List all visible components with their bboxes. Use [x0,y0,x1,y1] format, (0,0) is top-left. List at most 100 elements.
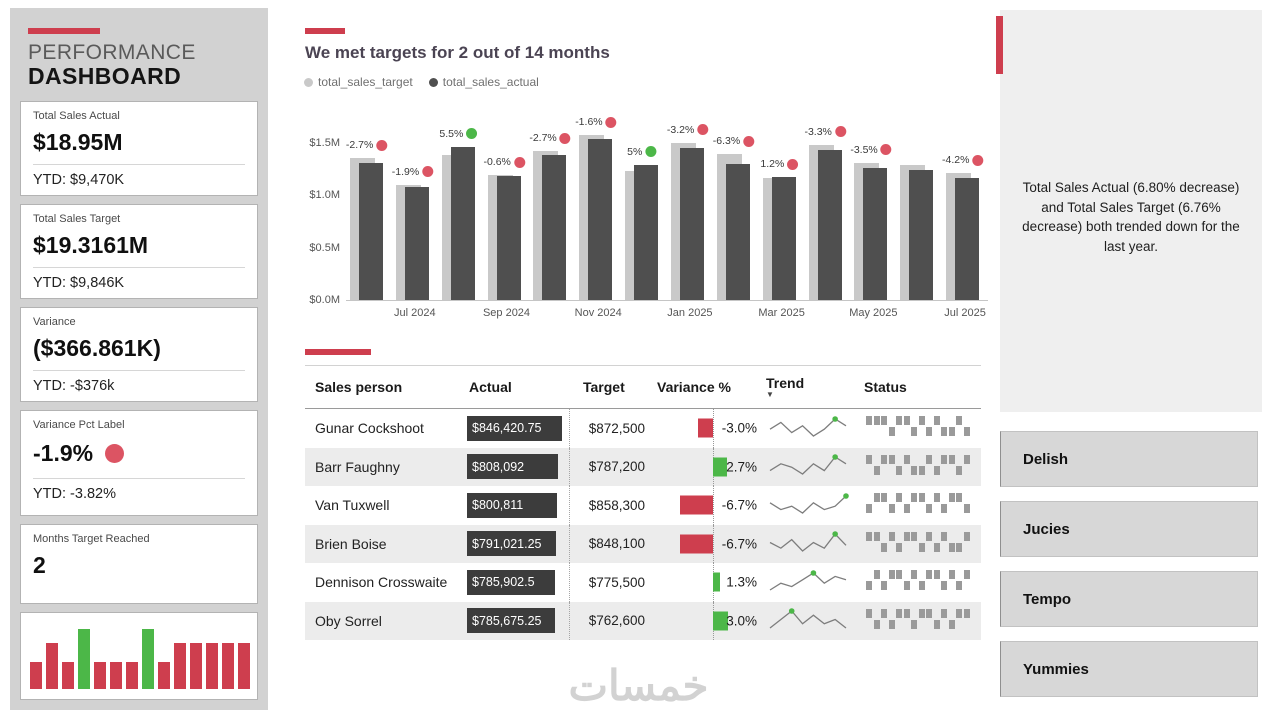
status-square [881,493,887,503]
status-square [926,531,932,541]
status-square [896,608,902,618]
table-row[interactable]: Dennison Crosswaite $785,902.5 $775,500 1.3… [305,563,981,602]
salesperson-name: Dennison Crosswaite [315,574,448,591]
table-row[interactable]: Brien Boise $791,021.25 $848,100 -6.7% [305,524,981,563]
y-axis-label: $1.0M [309,189,340,202]
slicer-button-delish[interactable]: Delish [1000,431,1258,487]
chart-bar-pair[interactable]: -6.3% [713,127,759,300]
y-axis-label: $0.0M [309,294,340,306]
trend-line [769,492,849,514]
status-square [926,427,932,437]
kpi-card-variance: Variance ($366.861K) YTD: -$376k [20,307,258,403]
kpi-label: Variance Pct Label [33,419,125,432]
table-row[interactable]: Barr Faughny $808,092 $787,200 2.7% [305,447,981,486]
actual-data-bar: $846,420.75 [467,415,563,441]
chart-bar-pair[interactable]: -4.2% [942,127,988,300]
x-axis-label: Jan 2025 [667,307,713,319]
variance-bar-negative [679,495,713,515]
chart-bar-pair[interactable]: 5.5% [438,127,484,300]
status-square [963,608,970,618]
legend-item-target: total_sales_target [304,75,413,89]
status-square [918,608,925,618]
actual-data-bar: $791,021.25 [467,531,556,557]
kpi-value: $18.95M [33,129,123,156]
actual-bar [634,164,659,300]
month-bar-missed [206,642,218,690]
header-target[interactable]: Target [583,379,625,395]
status-square [926,570,932,580]
status-strip [860,453,981,481]
chart-bar-pair[interactable]: -0.6% [483,127,530,300]
trend-line [769,415,847,437]
status-square [888,531,895,541]
status-square [956,608,962,618]
variance-cell: 1.3% [655,563,760,602]
status-square [963,504,970,514]
chart-bar-pair[interactable]: -3.3% [804,126,851,300]
status-square [933,542,940,552]
actual-bar [542,155,567,300]
chart-bar-pair[interactable]: -2.7% [529,127,575,300]
status-square [873,465,880,475]
actual-bar [450,146,475,300]
slicer-button-jucies[interactable]: Jucies [1000,501,1258,557]
chart-bar-pair[interactable]: -2.7% [346,127,392,300]
table-row[interactable]: Van Tuxwell $800,811 $858,300 -6.7% [305,486,981,525]
actual-data-bar: $785,902.5 [467,569,556,595]
header-trend[interactable]: Trend ▼ [760,376,860,399]
salesperson-table: Sales person Actual Target Variance % Tr… [305,365,981,640]
kpi-card-total-sales-actual: Total Sales Actual $18.95M YTD: $9,470K [20,101,258,197]
chart-bar-pair[interactable]: 5% [621,127,667,300]
variance-label: -6.3% [713,135,755,147]
status-square [933,570,940,580]
chart-bar-pair[interactable]: -1.6% [575,116,621,300]
header-actual[interactable]: Actual [469,379,512,395]
variance-value: 2.7% [726,459,757,475]
table-row[interactable]: Gunar Cockshoot $846,420.75 $872,500 -3.0% [305,409,981,448]
sort-descending-icon: ▼ [766,389,774,399]
target-value: $848,100 [588,536,645,552]
chart-bar-pair[interactable]: -3.5% [850,127,896,300]
kpi-label: Total Sales Target [33,213,121,226]
actual-cell: $808,092 [465,447,570,486]
kpi-sidebar: PERFORMANCE DASHBOARD Total Sales Actual… [10,8,268,710]
actual-bar [359,162,383,300]
actual-data-bar: $800,811 [467,492,557,518]
table-row[interactable]: Oby Sorrel $785,675.25 $762,600 3.0% [305,601,981,640]
header-status[interactable]: Status [864,379,907,395]
kpi-ytd: YTD: $9,846K [33,275,125,292]
chart-bar-pair[interactable]: -1.9% [392,127,438,300]
status-square [903,581,910,591]
target-missed-dot [105,444,125,464]
status-square [896,465,902,475]
trend-sparkline [760,529,860,558]
variance-label: -3.5% [850,144,892,156]
trend-peak-dot [788,608,795,615]
status-square [881,416,887,426]
variance-label: -0.6% [483,156,525,168]
header-variance-pct[interactable]: Variance % [657,379,731,395]
status-square [866,504,872,514]
status-square [903,416,910,426]
variance-label-text: -1.9% [391,165,420,178]
header-sales-person[interactable]: Sales person [315,379,403,395]
status-strip [860,414,981,442]
status-square [918,416,925,426]
status-square [941,531,947,541]
status-square [926,504,932,514]
slicer-button-yummies[interactable]: Yummies [1000,641,1258,697]
slicer-button-tempo[interactable]: Tempo [1000,571,1258,627]
divider [33,267,245,269]
trend-line [769,569,847,591]
y-axis-label: $1.5M [309,136,340,149]
status-square [866,581,872,591]
month-bar-missed [158,662,170,690]
actual-bar [496,176,521,300]
x-axis-label: Jul 2025 [944,307,986,319]
actual-cell: $800,811 [465,486,570,525]
chart-bar-pair[interactable] [896,127,942,300]
chart-bar-pair[interactable]: 1.2% [759,127,805,300]
kpi-ytd: YTD: -3.82% [33,486,116,503]
salesperson-name: Gunar Cockshoot [315,420,424,437]
chart-bar-pair[interactable]: -3.2% [667,124,713,300]
